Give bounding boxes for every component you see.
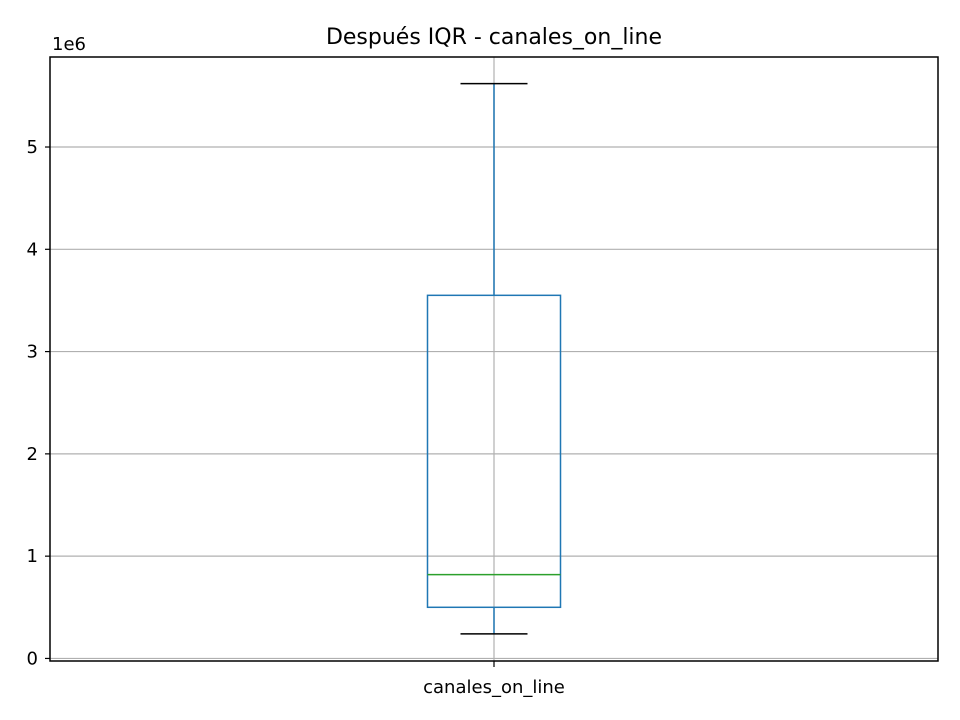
iqr-box: [426, 294, 562, 609]
y-tick-label: 0: [27, 648, 38, 669]
axis-ticks: 0 1 2 3 4 5 canales_on_line: [27, 137, 565, 698]
x-tick-label: canales_on_line: [423, 677, 565, 698]
box-plot-marks: [426, 82, 562, 635]
y-tick-label: 5: [27, 137, 38, 158]
y-tick-label: 3: [27, 342, 38, 363]
chart-title: Después IQR - canales_on_line: [326, 25, 662, 50]
y-tick-label: 1: [27, 546, 38, 567]
y-scale-label: 1e6: [52, 34, 86, 55]
y-tick-label: 4: [27, 239, 38, 260]
y-tick-label: 2: [27, 444, 38, 465]
